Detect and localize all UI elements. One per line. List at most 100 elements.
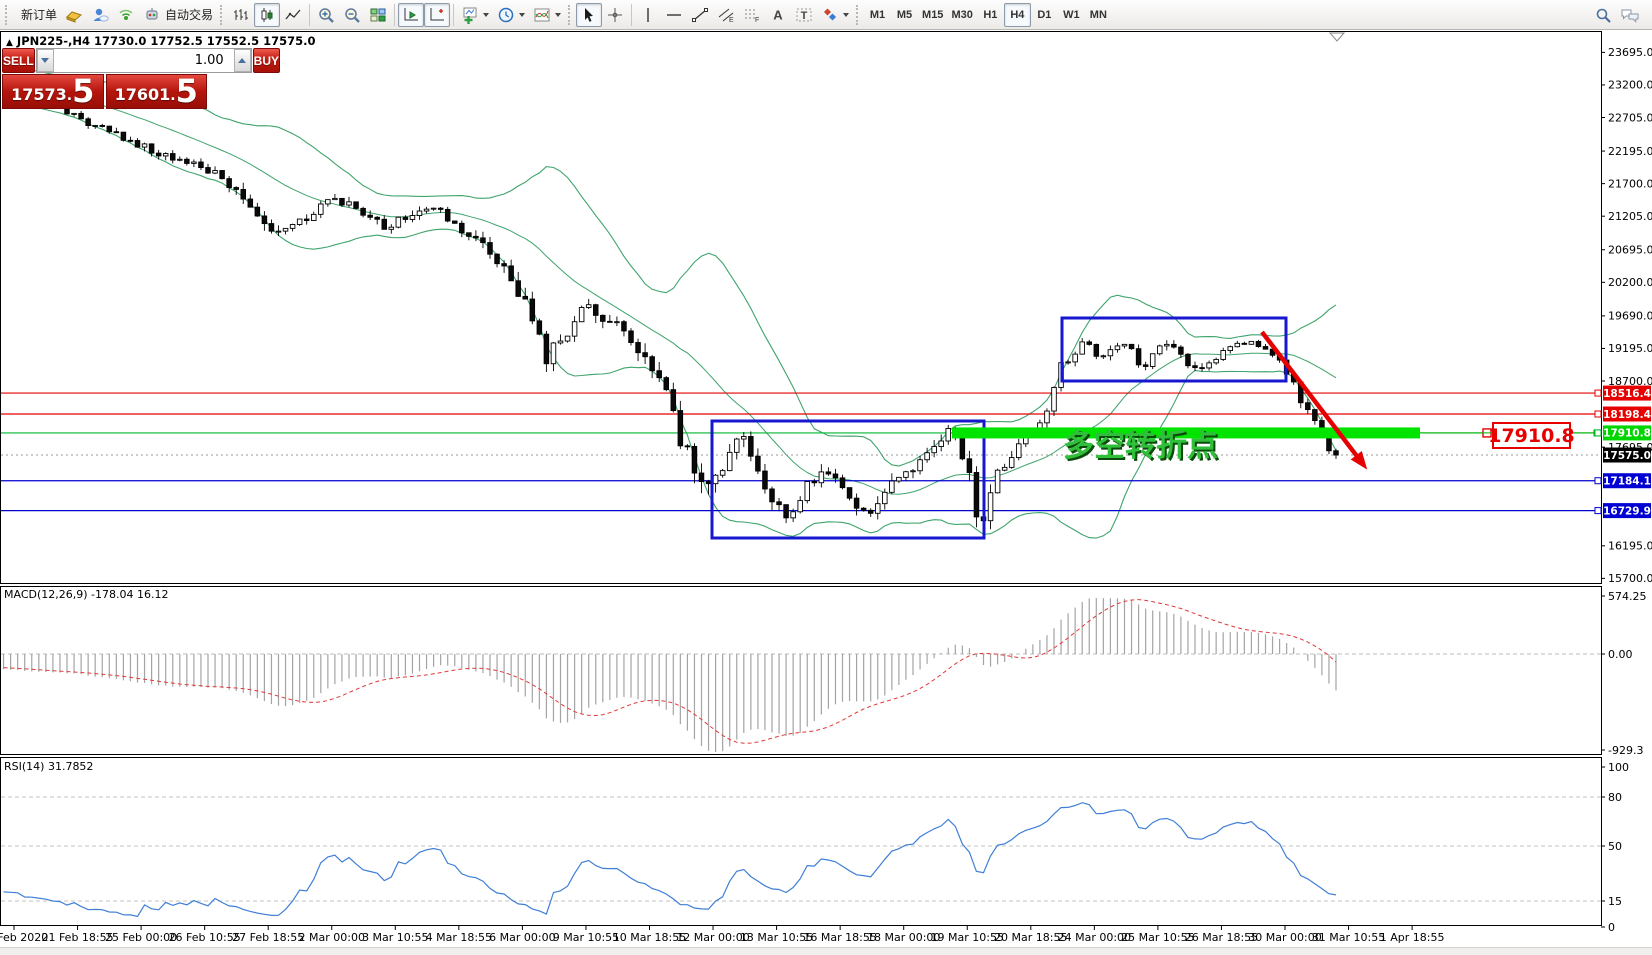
svg-text:100: 100 bbox=[1608, 761, 1629, 774]
svg-text:22705.0: 22705.0 bbox=[1608, 111, 1652, 124]
svg-text:6 Mar 00:00: 6 Mar 00:00 bbox=[489, 931, 555, 944]
one-click-trading-panel: SELL BUY 17573.5 17601.5 bbox=[2, 48, 281, 110]
svg-text:16195.0: 16195.0 bbox=[1608, 540, 1652, 553]
svg-text:24 Mar 00:00: 24 Mar 00:00 bbox=[1058, 931, 1131, 944]
volume-increase-button[interactable] bbox=[233, 49, 251, 72]
indicator-grid-lines bbox=[1, 653, 1601, 902]
timeframe-m30-button[interactable]: M30 bbox=[947, 3, 976, 27]
svg-text:16 Mar 18:55: 16 Mar 18:55 bbox=[803, 931, 876, 944]
svg-text:17910.8: 17910.8 bbox=[1603, 428, 1651, 440]
market-button[interactable] bbox=[61, 3, 87, 27]
rsi-label: RSI(14) 31.7852 bbox=[4, 760, 93, 773]
timeframe-h4-button[interactable]: H4 bbox=[1003, 2, 1031, 27]
zoom-out-icon bbox=[343, 6, 361, 24]
svg-text:-929.3: -929.3 bbox=[1608, 744, 1643, 757]
vertical-line-tool-button[interactable] bbox=[635, 3, 661, 27]
annotation-rectangle-2[interactable] bbox=[1060, 316, 1288, 383]
toolbar-gripper bbox=[856, 4, 861, 25]
svg-text:27 Feb 18:55: 27 Feb 18:55 bbox=[232, 931, 304, 944]
svg-text:20695.0: 20695.0 bbox=[1608, 244, 1652, 257]
sell-price-big-digit: 5 bbox=[72, 72, 95, 110]
annotation-rectangle-1[interactable] bbox=[710, 419, 986, 540]
svg-text:19690.0: 19690.0 bbox=[1608, 310, 1652, 323]
candlestick-chart-button[interactable] bbox=[254, 2, 281, 27]
svg-text:21205.0: 21205.0 bbox=[1608, 210, 1652, 223]
timeframe-m15-button[interactable]: M15 bbox=[918, 3, 947, 27]
timeframe-m1-button[interactable]: M1 bbox=[864, 3, 891, 27]
axes-labels: 23695.0 23200.0 22705.0 22195.0 21700.0 21205… bbox=[0, 46, 1652, 944]
toolbar-right-group bbox=[1590, 3, 1644, 27]
zoom-in-button[interactable] bbox=[313, 3, 339, 27]
buy-price-int: 17601 bbox=[114, 85, 171, 104]
pivot-trend-band[interactable] bbox=[952, 427, 1420, 439]
toolbar-separator bbox=[309, 3, 311, 26]
buy-price-point: . bbox=[170, 88, 176, 104]
text-tool-button[interactable]: A bbox=[765, 3, 791, 27]
zoom-out-button[interactable] bbox=[339, 3, 365, 27]
svg-text:4 Mar 18:55: 4 Mar 18:55 bbox=[426, 931, 492, 944]
timeframe-mn-button[interactable]: MN bbox=[1085, 3, 1112, 27]
auto-scroll-button[interactable] bbox=[398, 2, 425, 27]
toolbar-gripper bbox=[5, 4, 10, 25]
main-toolbar: 新订单 自动交易 bbox=[0, 0, 1652, 30]
svg-text:18 Mar 00:00: 18 Mar 00:00 bbox=[867, 931, 940, 944]
indicators-button[interactable] bbox=[529, 3, 565, 27]
chart-shift-button[interactable] bbox=[424, 2, 451, 27]
timeframe-h1-button[interactable]: H1 bbox=[977, 3, 1004, 27]
crosshair-icon bbox=[606, 6, 624, 24]
timeframe-w1-button[interactable]: W1 bbox=[1058, 3, 1085, 27]
buy-price-big-digit: 5 bbox=[175, 72, 198, 110]
buy-button[interactable]: BUY bbox=[252, 48, 281, 73]
tile-windows-button[interactable] bbox=[365, 3, 391, 27]
pivot-annotation-text[interactable]: 多空转折点 bbox=[1063, 428, 1218, 464]
chat-button[interactable] bbox=[1616, 3, 1644, 27]
svg-text:0: 0 bbox=[1608, 921, 1615, 934]
toolbar-separator bbox=[453, 3, 455, 26]
symbol-ohlc-title: JPN225-,H4 17730.0 17752.5 17552.5 17575… bbox=[16, 34, 316, 48]
community-button[interactable] bbox=[87, 3, 113, 27]
crosshair-button[interactable] bbox=[602, 3, 628, 27]
volume-decrease-button[interactable] bbox=[36, 49, 54, 72]
timeframe-d1-button[interactable]: D1 bbox=[1031, 3, 1058, 27]
signals-icon bbox=[117, 6, 135, 24]
channel-tool-button[interactable]: E bbox=[713, 3, 739, 27]
svg-text:10 Mar 18:55: 10 Mar 18:55 bbox=[613, 931, 686, 944]
svg-text:25 Feb 00:00: 25 Feb 00:00 bbox=[105, 931, 177, 944]
bollinger-bands bbox=[3, 66, 1337, 539]
arrow-objects-button[interactable] bbox=[817, 3, 853, 27]
volume-input[interactable] bbox=[53, 49, 234, 72]
search-button[interactable] bbox=[1590, 3, 1616, 27]
svg-text:15700.0: 15700.0 bbox=[1608, 572, 1652, 585]
line-chart-button[interactable] bbox=[280, 3, 306, 27]
autotrading-button[interactable]: 自动交易 bbox=[139, 3, 217, 27]
chart-shift-icon bbox=[428, 6, 446, 24]
fibonacci-tool-button[interactable]: F bbox=[739, 3, 765, 27]
svg-text:18198.4: 18198.4 bbox=[1603, 409, 1651, 421]
profiles-button[interactable] bbox=[493, 3, 529, 27]
svg-text:574.25: 574.25 bbox=[1608, 590, 1647, 603]
dropdown-caret bbox=[843, 12, 850, 17]
cursor-button[interactable] bbox=[576, 2, 603, 27]
trendline-tool-button[interactable] bbox=[687, 3, 713, 27]
signals-button[interactable] bbox=[113, 3, 139, 27]
macd-pane-plot bbox=[2, 598, 1337, 752]
sell-button[interactable]: SELL bbox=[2, 48, 35, 73]
svg-text:21 Feb 18:55: 21 Feb 18:55 bbox=[41, 931, 113, 944]
trendline-icon bbox=[691, 6, 709, 24]
sell-trend-arrowhead bbox=[1350, 451, 1368, 470]
buy-price-display[interactable]: 17601. 5 bbox=[105, 72, 207, 110]
text-label-tool-button[interactable]: T bbox=[791, 3, 817, 27]
new-chart-icon bbox=[461, 6, 479, 24]
sell-price-display[interactable]: 17573. 5 bbox=[2, 74, 104, 109]
new-order-button[interactable]: 新订单 bbox=[13, 3, 61, 27]
horizontal-line-tool-button[interactable] bbox=[661, 3, 687, 27]
bar-chart-button[interactable] bbox=[228, 3, 254, 27]
toolbar-gripper bbox=[220, 4, 225, 25]
new-order-label: 新订单 bbox=[21, 8, 58, 22]
timeframe-m5-button[interactable]: M5 bbox=[891, 3, 918, 27]
price-callout-text[interactable]: 17910.8 bbox=[1488, 425, 1575, 447]
svg-text:19195.0: 19195.0 bbox=[1608, 342, 1652, 355]
new-chart-button[interactable] bbox=[457, 3, 493, 27]
